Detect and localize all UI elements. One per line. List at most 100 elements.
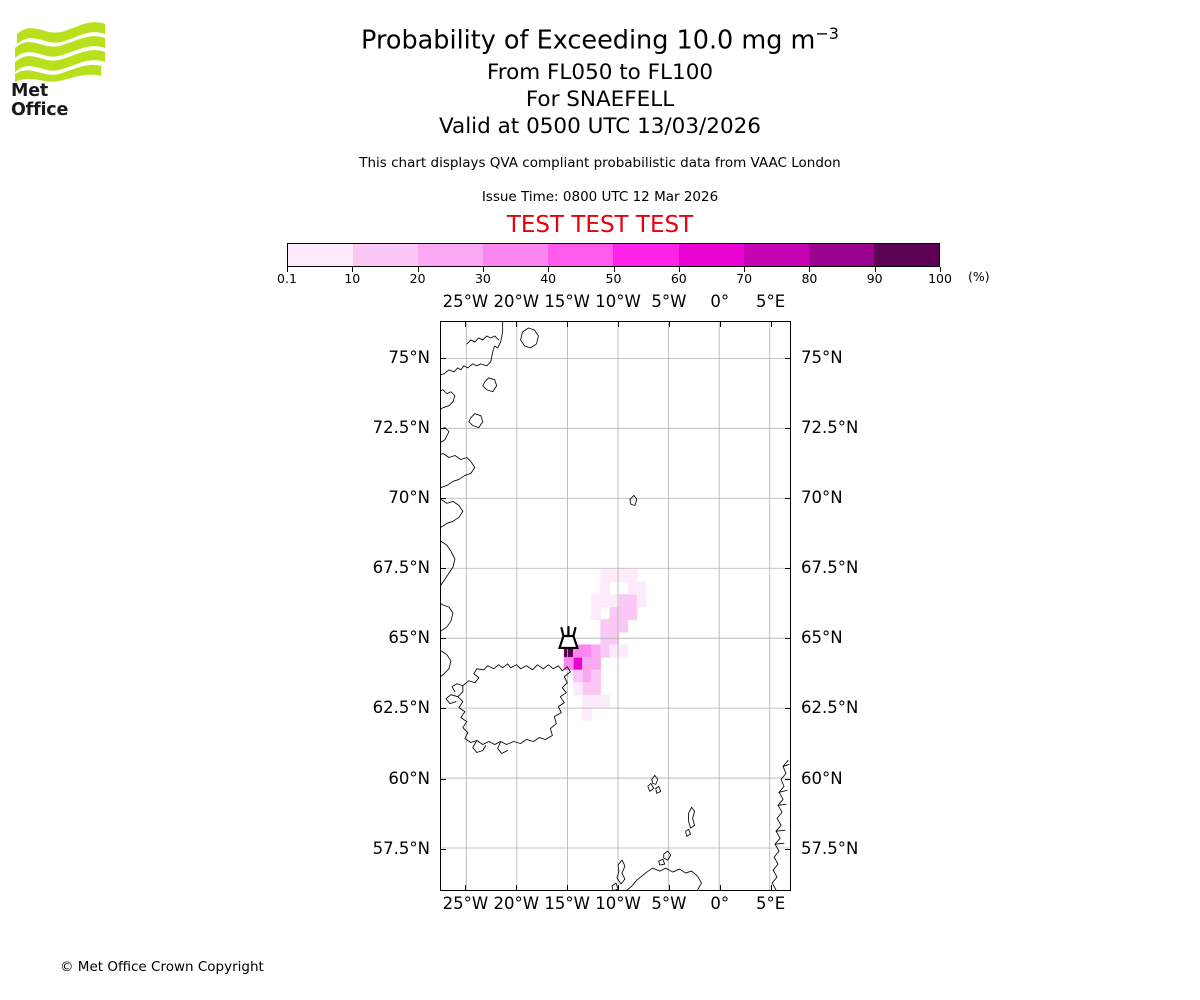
colorbar-gradient bbox=[287, 243, 940, 267]
lon-label-top-2: 15°W bbox=[544, 292, 590, 311]
colorbar-segment-7 bbox=[743, 244, 809, 266]
colorbar-tick-0 bbox=[287, 267, 288, 272]
lat-tick-right-7 bbox=[785, 848, 791, 850]
lat-label-left-6: 60°N bbox=[388, 768, 430, 788]
lat-label-left-7: 57.5°N bbox=[372, 838, 430, 858]
lat-tick-left-7 bbox=[440, 848, 446, 850]
colorbar-tick-3 bbox=[482, 267, 484, 272]
colorbar-tick-label-5: 50 bbox=[605, 271, 622, 286]
colorbar-segment-5 bbox=[613, 244, 679, 266]
ash-cell bbox=[582, 694, 592, 709]
lat-tick-left-4 bbox=[440, 638, 446, 640]
colorbar-tick-label-1: 10 bbox=[344, 271, 361, 286]
coastlines bbox=[441, 322, 790, 890]
ash-cell bbox=[618, 606, 629, 620]
lat-tick-right-5 bbox=[785, 708, 791, 710]
lat-label-right-1: 72.5°N bbox=[801, 417, 859, 437]
ash-cell bbox=[573, 657, 583, 671]
lat-label-left-3: 67.5°N bbox=[372, 557, 430, 577]
ash-cell bbox=[582, 707, 592, 721]
lon-tick-top-4 bbox=[668, 321, 670, 327]
colorbar-tick-label-8: 80 bbox=[801, 271, 818, 286]
ash-cell bbox=[582, 644, 592, 658]
colorbar-segment-0 bbox=[288, 244, 354, 266]
ash-cell bbox=[563, 644, 574, 658]
colorbar-tick-label-9: 90 bbox=[866, 271, 883, 286]
colorbar-tick-10 bbox=[940, 267, 941, 272]
colorbar-segment-4 bbox=[548, 244, 614, 266]
lat-tick-right-4 bbox=[785, 638, 791, 640]
flight-level-subtitle: From FL050 to FL100 bbox=[486, 60, 714, 85]
ash-cell bbox=[627, 606, 638, 620]
probability-colorbar: 0.1 10 20 30 40 50 60 70 80 90 100 bbox=[277, 243, 952, 285]
ash-cell bbox=[609, 568, 620, 583]
lon-label-top-6: 5°E bbox=[756, 292, 786, 311]
colorbar-tick-4 bbox=[548, 267, 550, 272]
lat-tick-left-0 bbox=[440, 357, 446, 359]
lon-label-top-1: 20°W bbox=[493, 292, 540, 311]
issue-time-text: Issue Time: 0800 UTC 12 Mar 2026 bbox=[481, 189, 719, 205]
ash-cell bbox=[618, 619, 629, 633]
lat-label-left-4: 65°N bbox=[388, 628, 430, 648]
lon-tick-bottom-5 bbox=[719, 885, 721, 891]
colorbar-tick-2 bbox=[417, 267, 419, 272]
lon-tick-top-1 bbox=[516, 321, 518, 327]
valid-time-subtitle: Valid at 0500 UTC 13/03/2026 bbox=[438, 114, 761, 139]
logo-brand-text: Met Office bbox=[11, 81, 69, 121]
lon-tick-top-3 bbox=[618, 321, 620, 327]
lat-label-left-1: 72.5°N bbox=[372, 417, 430, 437]
ash-cell bbox=[636, 581, 647, 595]
page-title-text: Probability of Exceeding 10.0 mg m bbox=[361, 25, 816, 56]
ash-cell bbox=[591, 644, 601, 658]
lon-tick-bottom-2 bbox=[567, 885, 569, 891]
lon-tick-top-2 bbox=[567, 321, 569, 327]
page-title-exponent: −3 bbox=[815, 24, 839, 43]
lon-tick-top-6 bbox=[770, 321, 772, 327]
colorbar-tick-6 bbox=[678, 267, 680, 272]
lon-label-bottom-0: 25°W bbox=[442, 894, 489, 913]
ash-cell bbox=[573, 669, 583, 683]
lat-label-right-4: 65°N bbox=[801, 628, 843, 648]
lat-tick-left-6 bbox=[440, 778, 446, 780]
ash-cell bbox=[591, 682, 601, 696]
lat-label-left-5: 62.5°N bbox=[372, 698, 430, 718]
colorbar-segment-1 bbox=[353, 244, 419, 266]
map-plot-area[interactable] bbox=[440, 321, 791, 891]
lon-label-top-4: 5°W bbox=[651, 292, 687, 311]
colorbar-tick-8 bbox=[809, 267, 811, 272]
ash-cell bbox=[600, 694, 611, 709]
lon-label-top-5: 0° bbox=[710, 292, 730, 311]
ash-cell bbox=[618, 568, 629, 583]
lon-tick-top-0 bbox=[465, 321, 467, 327]
colorbar-tick-7 bbox=[744, 267, 746, 272]
colorbar-tick-label-4: 40 bbox=[540, 271, 557, 286]
lat-label-right-0: 75°N bbox=[801, 347, 843, 367]
ash-cell bbox=[563, 657, 574, 671]
lon-label-top-3: 10°W bbox=[595, 292, 641, 311]
lon-tick-bottom-0 bbox=[465, 885, 467, 891]
page-title: Probability of Exceeding 10.0 mg m−3 bbox=[0, 26, 1200, 54]
lat-label-left-0: 75°N bbox=[388, 347, 430, 367]
ash-cell bbox=[591, 594, 601, 608]
lat-label-right-6: 60°N bbox=[801, 768, 843, 788]
colorbar-tick-label-3: 30 bbox=[474, 271, 491, 286]
lat-tick-left-1 bbox=[440, 427, 446, 429]
lat-label-right-3: 67.5°N bbox=[801, 557, 859, 577]
colorbar-tick-label-0: 0.1 bbox=[277, 271, 297, 286]
lat-tick-right-6 bbox=[785, 778, 791, 780]
met-office-wave-icon bbox=[15, 22, 105, 82]
ash-cell bbox=[609, 594, 620, 608]
ash-cell bbox=[600, 594, 611, 608]
lon-label-bottom-2: 15°W bbox=[544, 894, 590, 913]
lat-tick-left-3 bbox=[440, 568, 446, 570]
ash-cell bbox=[600, 619, 611, 633]
volcano-plume-icon bbox=[572, 626, 577, 638]
ash-cell bbox=[618, 594, 629, 608]
lat-tick-left-2 bbox=[440, 497, 446, 499]
ash-cell bbox=[600, 568, 611, 583]
ash-cell bbox=[582, 657, 592, 671]
lon-tick-bottom-3 bbox=[618, 885, 620, 891]
ash-cell bbox=[600, 581, 611, 595]
lon-tick-bottom-6 bbox=[770, 885, 772, 891]
